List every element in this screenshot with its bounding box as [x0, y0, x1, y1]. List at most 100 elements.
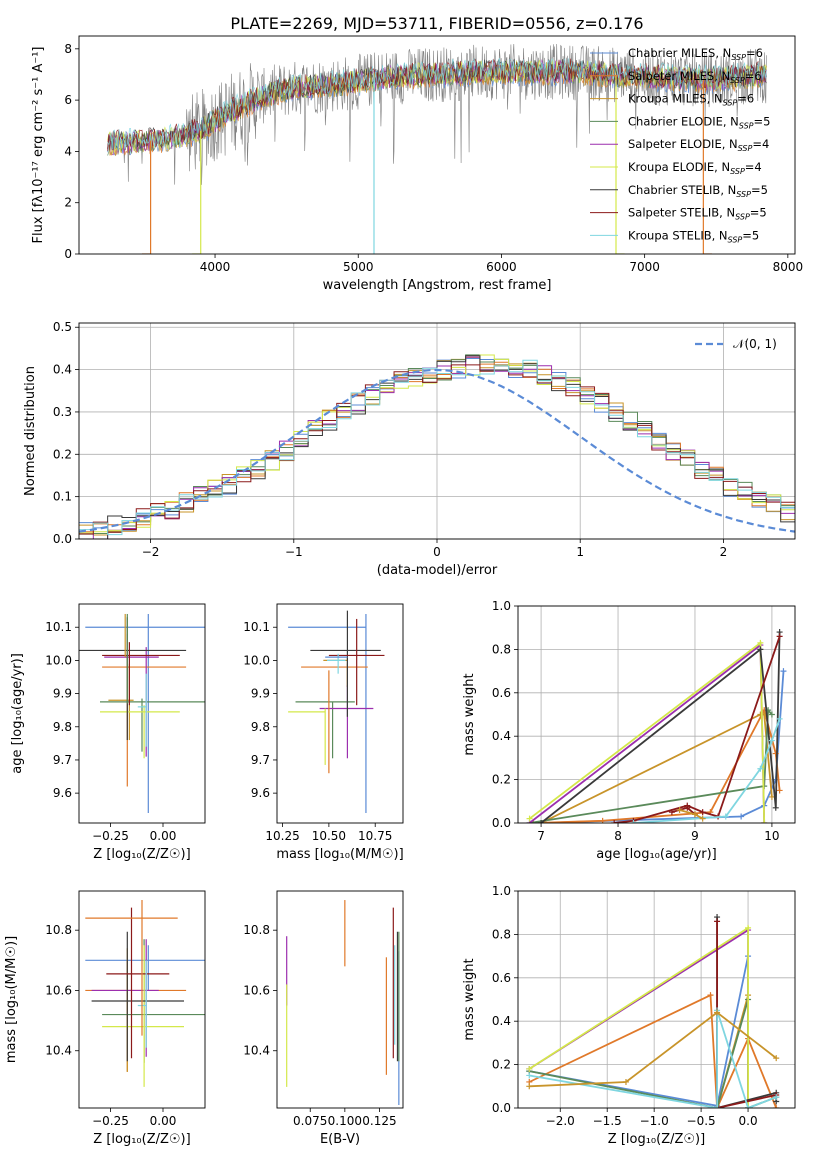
mass-weight-point-marker [668, 809, 675, 816]
mass-weight-point-marker [768, 711, 775, 718]
x-tick-label: 0.00 [150, 1114, 177, 1128]
x-tick-label: −1 [285, 545, 303, 559]
y-tick-label: 0.2 [492, 773, 511, 787]
mass-weight-series-line [529, 707, 773, 823]
x-tick-label: 10.25 [265, 829, 299, 843]
mass-weight-point-marker [714, 1105, 721, 1108]
errorbar-plot-area [85, 900, 205, 1087]
y-axis-label: mass weight [462, 673, 477, 755]
axes-frame [517, 890, 796, 1109]
legend-label: Salpeter MILES, NSSP=6 [628, 69, 762, 85]
legend-label: Salpeter STELIB, NSSP=5 [628, 206, 767, 222]
y-tick-label: 10.6 [45, 983, 72, 997]
x-tick-label: 5000 [343, 260, 374, 274]
x-tick-label: 0.075 [293, 1114, 327, 1128]
y-tick-label: 9.7 [53, 753, 72, 767]
x-axis-label: Z [log₁₀(Z/Z☉)] [93, 1132, 190, 1147]
x-tick-label: 0 [433, 545, 441, 559]
y-tick-label: 0.1 [53, 490, 72, 504]
mass-weight-point-marker [776, 787, 783, 794]
residual-histogram-step [79, 355, 795, 539]
y-tick-label: 0.3 [53, 405, 72, 419]
y-tick-label: 10.8 [45, 923, 72, 937]
y-tick-label: 0.8 [492, 927, 511, 941]
y-tick-label: 0.8 [492, 642, 511, 656]
mass-weight-vs-metallicity-panel: −2.0 −1.5 −1.0 −0.5 0.0 0.0 0.2 0.4 0.6 0.8 1.0 Z [… [462, 884, 796, 1147]
x-tick-label: 8000 [773, 260, 804, 274]
x-tick-label: 10.75 [358, 829, 392, 843]
residual-histogram-step [79, 364, 795, 535]
mass-weight-series-line [529, 1011, 777, 1088]
mass-weight-point-marker [761, 820, 768, 823]
y-tick-label: 9.7 [251, 753, 270, 767]
mass-weight-point-marker [526, 815, 533, 822]
y-tick-label: 10.8 [243, 923, 270, 937]
y-tick-label: 0.2 [53, 447, 72, 461]
legend-label: Kroupa MILES, NSSP=6 [628, 92, 754, 108]
y-tick-label: 9.6 [53, 786, 72, 800]
mass-weight-point-marker [714, 1009, 721, 1016]
y-tick-label: 0.4 [492, 729, 511, 743]
y-tick-label: 0.2 [492, 1058, 511, 1072]
y-tick-label: 4 [64, 144, 72, 158]
axes-frame [78, 35, 796, 255]
x-tick-label: 1 [576, 545, 584, 559]
y-tick-label: 0.0 [53, 532, 72, 546]
x-axis-label: (data-model)/error [377, 563, 498, 578]
legend-label: 𝒩(0, 1) [733, 337, 777, 351]
y-tick-label: 10.6 [243, 983, 270, 997]
axes-frame [78, 322, 796, 540]
mass-weight-point-marker [707, 992, 714, 999]
residual-plot-area [79, 354, 795, 539]
y-tick-label: 10.1 [243, 620, 270, 634]
y-tick-label: 10.4 [45, 1044, 72, 1058]
model-spectrum-line [107, 57, 767, 151]
x-tick-label: 6000 [486, 260, 517, 274]
mass-weight-point-marker [780, 668, 787, 675]
y-tick-label: 9.9 [251, 687, 270, 701]
y-tick-label: 0.4 [492, 1014, 511, 1028]
mass-weight-vs-age-panel: 7 8 9 10 0.0 0.2 0.4 0.6 0.8 1.0 age [log₁₀(age/yr… [462, 599, 796, 862]
y-tick-label: 0.4 [53, 363, 72, 377]
mass-weight-point-marker [699, 815, 706, 822]
mass-weight-point-marker [773, 1105, 780, 1108]
residual-histogram-panel: −2 −1 0 1 2 0.0 0.1 0.2 0.3 0.4 0.5 (data-model)/er… [23, 320, 796, 578]
y-tick-label: 9.8 [53, 720, 72, 734]
y-tick-label: 9.8 [251, 720, 270, 734]
mass-weight-point-marker [738, 813, 745, 820]
x-tick-label: −0.5 [687, 1114, 716, 1128]
mass-weight-point-marker [776, 633, 783, 640]
x-tick-label: 8 [614, 829, 622, 843]
x-tick-label: 10.50 [312, 829, 346, 843]
x-tick-label: 0.0 [739, 1114, 758, 1128]
mass-weight-point-marker [684, 804, 691, 811]
mass-weight-point-marker [526, 1083, 533, 1090]
legend-label: Kroupa STELIB, NSSP=5 [628, 228, 759, 244]
mass-weight-point-marker [722, 813, 729, 820]
y-tick-label: 0.6 [492, 686, 511, 700]
y-tick-label: 9.9 [53, 687, 72, 701]
y-axis-label: mass [log₁₀(M/M☉)] [4, 936, 19, 1063]
figure-title: PLATE=2269, MJD=53711, FIBERID=0556, z=0… [230, 14, 643, 33]
mass-weight-series-line [528, 993, 778, 1108]
x-axis-label: wavelength [Angstrom, rest frame] [323, 278, 552, 293]
x-tick-label: −2.0 [546, 1114, 575, 1128]
y-tick-label: 0.6 [492, 971, 511, 985]
mass-weight-point-marker [699, 809, 706, 816]
y-tick-label: 0.5 [53, 320, 72, 334]
mass-weight-point-marker [526, 1072, 533, 1079]
mass-weight-point-marker [757, 646, 764, 653]
y-axis-label: Flux [fλ10⁻¹⁷ erg cm⁻² s⁻¹ A⁻¹] [31, 47, 46, 244]
mass-vs-extinction-panel: 0.075 0.100 0.125 10.4 10.6 10.8 E(B-V) [243, 890, 404, 1147]
mass-weight-series-line [633, 718, 781, 823]
y-tick-label: 0.0 [492, 1101, 511, 1115]
mass-weight-point-marker [768, 737, 775, 744]
mass-weight-point-marker [745, 924, 752, 931]
mass-weight-point-marker [773, 1055, 780, 1062]
y-tick-label: 6 [64, 93, 72, 107]
legend-label: Kroupa ELODIE, NSSP=4 [628, 160, 762, 176]
x-tick-label: −1.5 [593, 1114, 622, 1128]
axes-frame [276, 890, 404, 1109]
mass-weight-point-marker [691, 811, 698, 818]
